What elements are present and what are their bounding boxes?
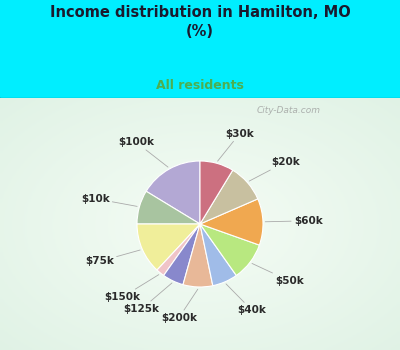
Text: $40k: $40k <box>226 284 266 315</box>
Wedge shape <box>200 224 236 286</box>
Text: All residents: All residents <box>156 79 244 92</box>
Wedge shape <box>164 224 200 285</box>
Text: Income distribution in Hamilton, MO
(%): Income distribution in Hamilton, MO (%) <box>50 5 350 39</box>
Text: $125k: $125k <box>124 283 172 314</box>
Text: $60k: $60k <box>265 216 323 226</box>
Wedge shape <box>137 191 200 224</box>
Text: $30k: $30k <box>218 128 254 161</box>
Text: City-Data.com: City-Data.com <box>257 106 321 114</box>
Text: $150k: $150k <box>105 275 159 302</box>
Wedge shape <box>183 224 213 287</box>
Wedge shape <box>200 170 258 224</box>
Text: $75k: $75k <box>85 250 140 266</box>
Wedge shape <box>200 199 263 245</box>
Text: $200k: $200k <box>161 289 198 323</box>
Text: $20k: $20k <box>249 157 300 181</box>
Wedge shape <box>146 161 200 224</box>
Text: $100k: $100k <box>118 137 168 167</box>
Wedge shape <box>200 224 259 275</box>
Wedge shape <box>157 224 200 275</box>
Text: $50k: $50k <box>252 264 304 286</box>
Text: $10k: $10k <box>81 194 137 206</box>
Wedge shape <box>137 224 200 270</box>
Wedge shape <box>200 161 233 224</box>
